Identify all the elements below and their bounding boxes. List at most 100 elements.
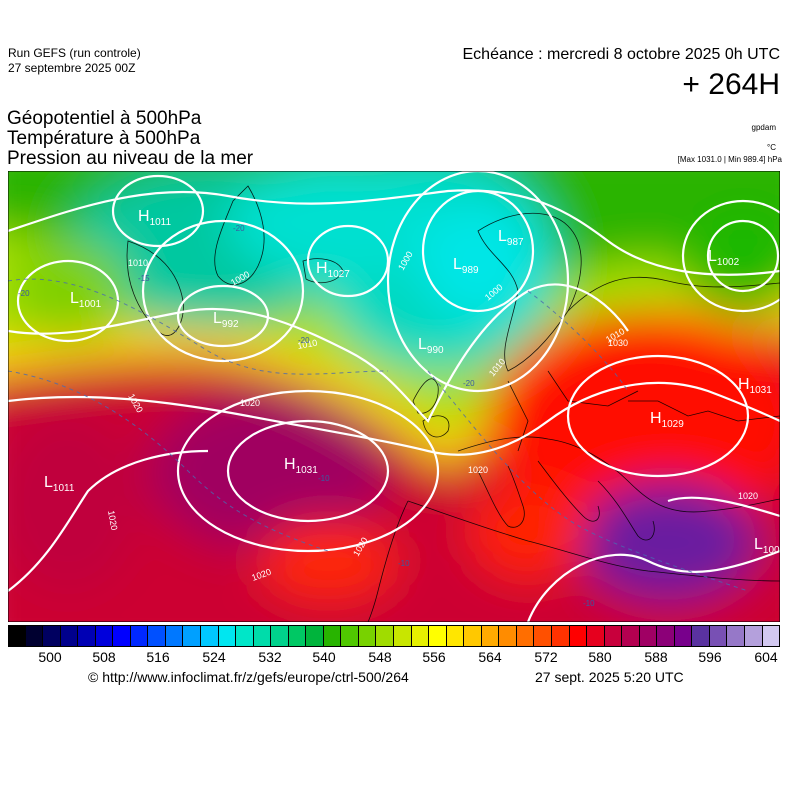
low-pressure-center: L987 [498, 228, 524, 248]
isobar-label: 1020 [106, 510, 119, 531]
colorscale-swatch [376, 626, 395, 646]
colorscale-swatch [569, 626, 588, 646]
colorscale-label: 540 [312, 649, 336, 665]
colorscale-swatch [534, 626, 552, 646]
colorscale-swatch [446, 626, 465, 646]
colorscale-swatch [727, 626, 745, 646]
isotherm-labels: -20 -20 -20 -15 -10 -10 -10 -20 [18, 224, 595, 608]
isotherm-label: -10 [583, 599, 595, 608]
isotherm-label: -20 [233, 224, 245, 233]
colorscale-swatch [25, 626, 44, 646]
isotherm-label: -10 [318, 474, 330, 483]
generation-time: 27 sept. 2025 5:20 UTC [535, 669, 684, 685]
colorscale-swatch [587, 626, 605, 646]
colorscale-label: 564 [478, 649, 502, 665]
parameter-geopotential: Géopotentiel à 500hPa [7, 108, 202, 129]
colorscale-label: 516 [146, 649, 170, 665]
colorscale-swatch [411, 626, 430, 646]
colorscale-swatch [218, 626, 237, 646]
colorscale-swatch [464, 626, 482, 646]
low-pressure-center: L989 [453, 256, 479, 276]
isobar-label: 1020 [738, 491, 758, 501]
colorscale-swatch [288, 626, 307, 646]
isobar-label: 1030 [608, 338, 628, 348]
colorscale-swatch [604, 626, 623, 646]
colorscale-bar [8, 625, 781, 647]
colorscale-swatch [8, 626, 26, 646]
isotherm-label: -20 [463, 379, 475, 388]
colorscale-swatch [60, 626, 79, 646]
colorscale-swatch [113, 626, 131, 646]
colorscale-swatch [78, 626, 96, 646]
colorscale-swatch [306, 626, 324, 646]
colorscale-label: 508 [92, 649, 116, 665]
colorscale-label: 596 [698, 649, 722, 665]
colorscale-swatch [358, 626, 377, 646]
low-pressure-center: L100 [754, 536, 780, 556]
high-pressure-center: H1031 [738, 376, 772, 396]
low-pressure-center: L990 [418, 336, 444, 356]
forecast-valid-time: Echéance : mercredi 8 octobre 2025 0h UT… [462, 46, 781, 63]
unit-temperature: °C [767, 143, 776, 152]
isotherm-label: -20 [298, 336, 310, 345]
colorscale-label: 500 [38, 649, 62, 665]
colorscale-swatch [148, 626, 166, 646]
colorscale-swatch [499, 626, 517, 646]
isobars [8, 171, 780, 622]
isobar-label: 1020 [468, 465, 488, 475]
isobar-label: 1010 [128, 258, 148, 268]
colorscale-swatch [622, 626, 640, 646]
run-date: 27 septembre 2025 00Z [8, 61, 136, 75]
colorscale-swatch [744, 626, 763, 646]
colorscale-swatch [271, 626, 289, 646]
geopotential-field [8, 171, 780, 622]
isotherm-label: -15 [138, 274, 150, 283]
low-pressure-center: L1002 [708, 248, 740, 268]
parameter-temperature: Température à 500hPa [7, 128, 201, 149]
source-credit[interactable]: © http://www.infoclimat.fr/z/gefs/europe… [88, 669, 409, 685]
colorscale-swatch [516, 626, 535, 646]
colorscale-swatch [762, 626, 781, 646]
colorscale-swatch [236, 626, 254, 646]
isotherm-label: -20 [18, 289, 30, 298]
temperature-isotherms [8, 278, 749, 592]
colorscale-swatch [165, 626, 184, 646]
colorscale-swatch [323, 626, 342, 646]
colorscale-swatch [674, 626, 693, 646]
colorscale-swatch [341, 626, 359, 646]
colorscale-swatch [709, 626, 728, 646]
colorscale-swatch [551, 626, 570, 646]
colorscale-label: 524 [202, 649, 226, 665]
high-pressure-center: H1029 [650, 410, 684, 430]
colorscale-swatch [639, 626, 658, 646]
colorscale-swatch [43, 626, 61, 646]
high-pressure-center: H1031 [284, 456, 318, 476]
colorscale-label: 572 [534, 649, 558, 665]
run-title: Run GEFS (run controle) [8, 46, 141, 60]
colorscale-swatch [201, 626, 219, 646]
colorscale-swatch [95, 626, 114, 646]
parameter-pressure: Pression au niveau de la mer [7, 148, 254, 169]
colorscale-swatch [692, 626, 710, 646]
colorscale-label: 604 [754, 649, 778, 665]
colorscale-swatch [394, 626, 412, 646]
isotherm-label: -10 [398, 559, 410, 568]
colorscale-swatch [657, 626, 675, 646]
low-pressure-center: L1001 [70, 290, 102, 310]
colorscale-label: 588 [644, 649, 668, 665]
low-pressure-center: L1011 [44, 474, 75, 494]
unit-pressure-range: [Max 1031.0 | Min 989.4] hPa [677, 155, 782, 164]
high-pressure-center: H1027 [316, 260, 350, 280]
colorscale-swatch [429, 626, 447, 646]
colorscale-label: 532 [258, 649, 282, 665]
colorscale-label: 548 [368, 649, 392, 665]
weather-map[interactable]: H1011 L1001 L992 H1027 L989 L987 L990 H1031 L100… [8, 171, 780, 622]
colorscale-swatch [130, 626, 149, 646]
colorscale-label: 556 [422, 649, 446, 665]
isobar-label: 1010 [297, 338, 318, 351]
colorscale-swatch [253, 626, 272, 646]
high-pressure-center: H1011 [138, 208, 172, 228]
colorscale-swatch [481, 626, 500, 646]
unit-geopotential: gpdam [751, 123, 776, 132]
isobar-label: 1020 [240, 398, 260, 408]
